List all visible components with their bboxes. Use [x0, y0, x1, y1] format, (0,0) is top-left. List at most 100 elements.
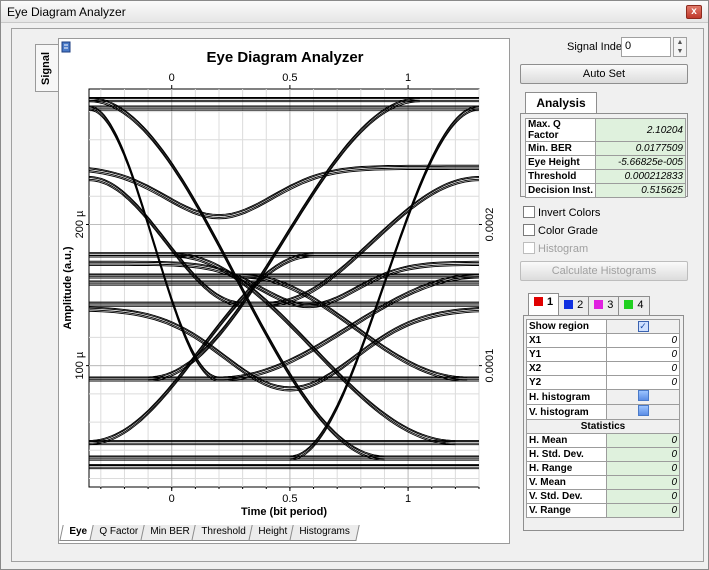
channel-label: 4: [637, 299, 644, 311]
eye-trace: [88, 178, 243, 306]
y2-label: Y2: [526, 375, 607, 390]
tab-signal[interactable]: Signal: [35, 44, 59, 92]
histogram-checkbox[interactable]: Histogram: [523, 242, 588, 255]
eye-trace: [88, 177, 243, 304]
eye-trace: [89, 263, 479, 307]
eye-trace: [88, 98, 385, 458]
signal-index-input[interactable]: 0: [621, 37, 671, 57]
tab-analysis[interactable]: Analysis: [525, 92, 597, 114]
y1-label: Y1: [526, 347, 607, 362]
v-histogram-toggle[interactable]: [606, 404, 680, 420]
eye-trace: [88, 168, 479, 220]
eye-trace: [242, 274, 468, 379]
spin-down-icon[interactable]: ▼: [676, 48, 684, 55]
toggle-icon[interactable]: [637, 405, 649, 416]
h-histogram-toggle[interactable]: [606, 389, 680, 405]
tab-histograms[interactable]: Histograms: [288, 525, 359, 541]
stat-key: H. Mean: [526, 433, 607, 448]
x2-value[interactable]: 0: [606, 361, 680, 376]
stat-key: V. Mean: [526, 475, 607, 490]
signal-index-label: Signal Index:: [567, 41, 631, 53]
tab-label: Histograms: [298, 526, 350, 537]
analysis-table: Max. Q Factor 2.10204 Min. BER 0.0177509 Eye…: [525, 118, 686, 198]
channel-label: 3: [607, 299, 614, 311]
table-row: Threshold 0.000212833: [525, 169, 686, 184]
tab-label: Min BER: [150, 526, 190, 537]
tab-label: Eye: [69, 526, 88, 537]
color-grade-checkbox[interactable]: Color Grade: [523, 224, 598, 237]
show-region-label: Show region: [526, 319, 607, 334]
calculate-histograms-button[interactable]: Calculate Histograms: [520, 261, 688, 281]
close-icon: x: [691, 6, 697, 17]
checkbox-box[interactable]: [523, 206, 535, 218]
window-title: Eye Diagram Analyzer: [7, 5, 126, 19]
tab-channel-3[interactable]: 3: [588, 296, 620, 316]
table-row: Max. Q Factor 2.10204: [525, 118, 686, 142]
tab-threshold[interactable]: Threshold: [191, 525, 256, 541]
channel-color-swatch: [534, 297, 543, 306]
tab-channel-2[interactable]: 2: [558, 296, 590, 316]
y-tick-label: 200 µ: [74, 210, 86, 238]
channel-tabs: 1 2 3 4: [528, 293, 650, 316]
x-tick-label-top: 0: [169, 72, 175, 84]
eye-trace: [148, 101, 420, 382]
tab-label: Q Factor: [99, 526, 139, 537]
tab-min-ber[interactable]: Min BER: [140, 525, 199, 541]
checkbox-box[interactable]: [523, 242, 535, 254]
table-row: H. Std. Dev. 0: [526, 447, 680, 462]
plot-axes: 0 0 0.5 0.5 1 1 100 µ 0.0001 200 µ 0.0002 Amplitud…: [62, 72, 496, 518]
eye-trace: [88, 256, 314, 446]
channel-label: 1: [547, 296, 554, 308]
table-row: Min. BER 0.0177509: [525, 141, 686, 156]
stat-key: H. Range: [526, 461, 607, 476]
plot-grid: [88, 88, 480, 488]
eye-trace: [88, 255, 314, 444]
eye-diagram-plot[interactable]: 0 0 0.5 0.5 1 1 100 µ 0.0001 200 µ 0.0002 Amplitud…: [59, 39, 511, 525]
tab-channel-4[interactable]: 4: [618, 296, 650, 316]
toggle-icon[interactable]: [637, 390, 649, 401]
analysis-key: Max. Q Factor: [525, 118, 596, 142]
tab-channel-1[interactable]: 1: [528, 293, 560, 316]
table-row: V. Mean 0: [526, 475, 680, 490]
eye-trace: [242, 276, 468, 381]
eye-trace: [218, 273, 480, 378]
table-row: H. Range 0: [526, 461, 680, 476]
analysis-value: 0.000212833: [595, 169, 686, 184]
invert-colors-checkbox[interactable]: Invert Colors: [523, 206, 600, 219]
view-tabs: Eye Q Factor Min BER Threshold Height Histogr…: [59, 525, 359, 542]
y-tick-label: 100 µ: [74, 351, 86, 379]
statistics-header: Statistics: [526, 419, 680, 434]
eye-trace: [289, 105, 480, 457]
show-region-checkbox[interactable]: ✓: [606, 319, 680, 334]
table-row: Show region ✓: [526, 319, 680, 334]
v-histogram-label: V. histogram: [526, 404, 607, 420]
x1-value[interactable]: 0: [606, 333, 680, 348]
signal-index-spinner[interactable]: ▲ ▼: [673, 37, 687, 57]
region-table: Show region ✓ X1 0 Y1 0 X2 0 Y2 0 H. histogra…: [526, 319, 680, 518]
x1-label: X1: [526, 333, 607, 348]
eye-trace: [88, 101, 385, 461]
checkbox-box[interactable]: [523, 224, 535, 236]
title-bar[interactable]: Eye Diagram Analyzer x: [1, 1, 708, 23]
tab-q-factor[interactable]: Q Factor: [89, 525, 148, 541]
analysis-value: 0.515625: [595, 183, 686, 198]
plot-area: [88, 88, 480, 488]
x-tick-label-top: 1: [405, 72, 411, 84]
spin-up-icon[interactable]: ▲: [676, 39, 684, 46]
channel-color-swatch: [624, 300, 634, 309]
eye-traces: [88, 97, 480, 470]
close-button[interactable]: x: [686, 5, 702, 19]
auto-set-button[interactable]: Auto Set: [520, 64, 688, 84]
legend-icon[interactable]: [61, 41, 71, 53]
check-icon[interactable]: ✓: [637, 321, 649, 332]
table-row: V. histogram: [526, 404, 680, 420]
y1-value[interactable]: 0: [606, 347, 680, 362]
region-panel: Show region ✓ X1 0 Y1 0 X2 0 Y2 0 H. histogra…: [523, 315, 684, 531]
eye-trace: [89, 264, 479, 309]
analysis-value: 2.10204: [595, 118, 686, 142]
table-row: H. histogram: [526, 389, 680, 405]
table-row: X2 0: [526, 361, 680, 376]
y2-value[interactable]: 0: [606, 375, 680, 390]
stat-value: 0: [606, 461, 680, 476]
